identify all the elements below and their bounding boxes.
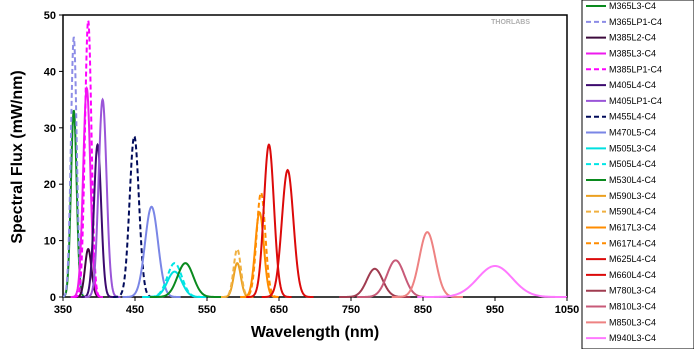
legend [581, 0, 694, 349]
legend-label: M530L4-C4 [609, 175, 656, 185]
series-line-m405lp1-c4 [84, 97, 121, 298]
series-line-m940l3-c4 [417, 264, 567, 298]
watermark-logo: THORLABS [491, 19, 530, 26]
x-tick-label: 450 [126, 304, 144, 316]
x-axis-title: Wavelength (nm) [251, 324, 379, 341]
y-axis-title: Spectral Flux (mW/nm) [9, 70, 26, 243]
legend-label: M470L5-C4 [609, 128, 656, 138]
x-tick-label: 650 [270, 304, 288, 316]
x-tick-label: 850 [414, 304, 432, 316]
series-line-m365lp1-c4 [62, 36, 87, 298]
series-curves [62, 17, 567, 298]
legend-label: M385L3-C4 [609, 48, 656, 58]
series-line-m660l4-c4 [261, 168, 314, 298]
y-tick-label: 0 [50, 292, 56, 304]
legend-label: M617L4-C4 [609, 238, 656, 248]
series-line-m617l4-c4 [241, 191, 281, 298]
y-tick-label: 50 [44, 10, 56, 22]
x-tick-label: 750 [342, 304, 360, 316]
y-axis-ticks: 0 10 20 30 40 50 [44, 10, 63, 304]
legend-label: M590L4-C4 [609, 207, 656, 217]
legend-label: M405LP1-C4 [609, 96, 662, 106]
legend-label: M780L3-C4 [609, 286, 656, 296]
legend-label: M660L4-C4 [609, 270, 656, 280]
legend-label: M590L3-C4 [609, 191, 656, 201]
plot-area [62, 14, 568, 298]
series-line-m385lp1-c4 [73, 17, 103, 298]
legend-label: M505L4-C4 [609, 159, 656, 169]
legend-label: M625L4-C4 [609, 254, 656, 264]
legend-items: M365L3-C4 M365LP1-C4 M385L2-C4 M385L3-C4 M38… [586, 1, 662, 343]
legend-label: M405L4-C4 [609, 80, 656, 90]
legend-label: M940L3-C4 [609, 333, 656, 343]
legend-label: M455L4-C4 [609, 112, 656, 122]
legend-label: M810L3-C4 [609, 302, 656, 312]
y-tick-label: 40 [44, 66, 56, 78]
series-line-m530l4-c4 [149, 262, 222, 298]
y-tick-label: 10 [44, 236, 56, 248]
y-tick-label: 30 [44, 123, 56, 135]
legend-label: M850L3-C4 [609, 317, 656, 327]
x-tick-label: 550 [198, 304, 216, 316]
legend-label: M365LP1-C4 [609, 17, 662, 27]
legend-label: M365L3-C4 [609, 1, 656, 11]
x-tick-label: 950 [486, 304, 504, 316]
series-line-m625l4-c4 [246, 143, 292, 298]
y-tick-label: 20 [44, 179, 56, 191]
x-axis-ticks: 350 450 550 650 750 850 950 1050 [54, 297, 579, 316]
legend-label: M617L3-C4 [609, 222, 656, 232]
x-tick-label: 350 [54, 304, 72, 316]
legend-label: M505L3-C4 [609, 143, 656, 153]
series-line-m405l4-c4 [81, 142, 114, 298]
series-line-m470l5-c4 [122, 205, 181, 298]
legend-label: M385L2-C4 [609, 33, 656, 43]
legend-label: M385LP1-C4 [609, 64, 662, 74]
x-tick-label: 1050 [555, 304, 579, 316]
